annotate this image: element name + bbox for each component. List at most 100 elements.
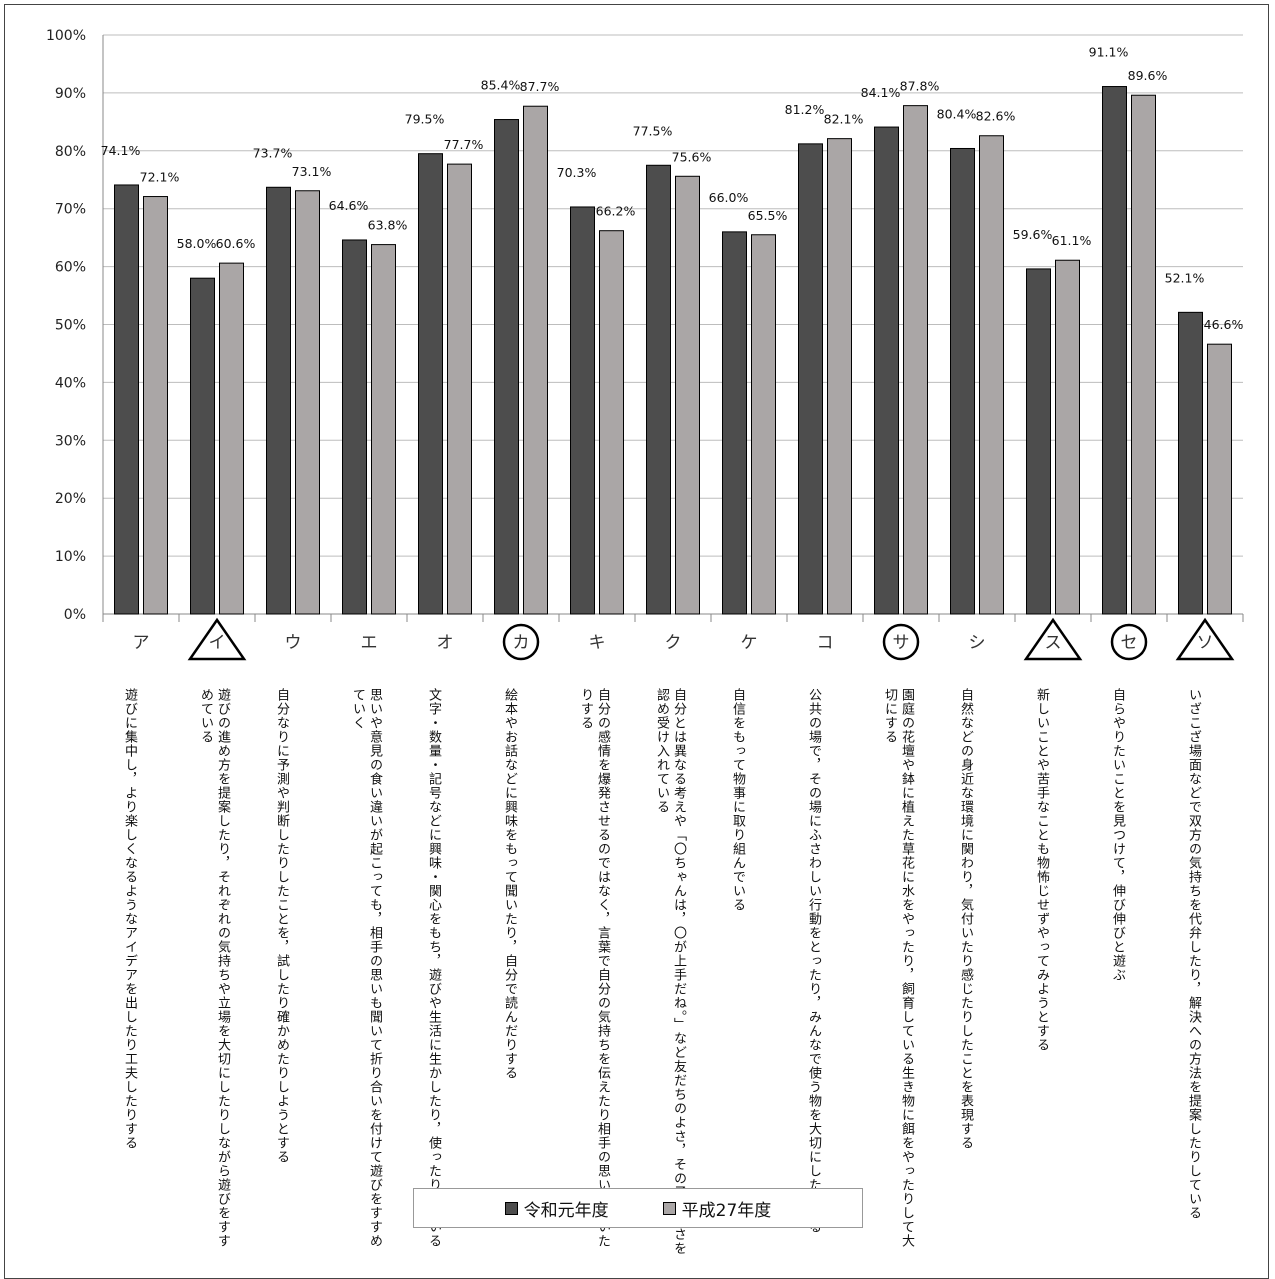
category-description-キ: 自分の感情を爆発させるのではなく，言葉で自分の気持ちを伝えたり相手の思いを聞いた…	[578, 688, 610, 1248]
bar-2-ケ	[751, 234, 776, 615]
data-label-2-ア: 72.1%	[140, 170, 180, 185]
category-description-シ: 自然などの身近な環境に関わり，気付いたり感じたりしたことを表現する	[958, 688, 973, 1150]
bar-1-カ	[494, 119, 519, 615]
bar-2-コ	[827, 138, 852, 615]
bar-1-エ	[342, 239, 367, 615]
data-label-1-ス: 59.6%	[1013, 227, 1053, 242]
data-label-1-キ: 70.3%	[557, 165, 597, 180]
y-tick-label: 20%	[55, 491, 86, 507]
bar-1-ス	[1026, 268, 1051, 615]
bar-2-ウ	[295, 190, 320, 615]
data-label-2-カ: 87.7%	[520, 79, 560, 94]
data-label-2-ク: 75.6%	[672, 149, 712, 164]
category-label-ア: ア	[133, 633, 150, 653]
y-tick-label: 90%	[55, 86, 86, 102]
category-label-オ: オ	[437, 633, 454, 653]
category-description-ソ: いざこざ場面などで双方の気持ちを代弁したり，解決への方法を提案したりしている	[1186, 688, 1201, 1220]
data-label-2-ウ: 73.1%	[292, 164, 332, 179]
y-tick-label: 60%	[55, 260, 86, 276]
data-label-2-イ: 60.6%	[216, 236, 256, 251]
y-tick-label: 100%	[46, 28, 86, 44]
data-label-2-セ: 89.6%	[1128, 68, 1168, 83]
bar-1-ク	[646, 164, 671, 615]
category-description-オ: 文字・数量・記号などに興味・関心をもち，遊びや生活に生かしたり，使ったりしている	[426, 688, 441, 1248]
category-description-イ: 遊びの進め方を提案したり，それぞれの気持ちや立場を大切にしたりしながら遊びをすす…	[198, 688, 230, 1248]
bar-2-シ	[979, 135, 1004, 615]
y-tick-label: 70%	[55, 202, 86, 218]
y-tick-label: 0%	[64, 607, 86, 623]
data-label-1-イ: 58.0%	[177, 236, 217, 251]
category-circle-mark	[1110, 623, 1148, 661]
data-label-1-ク: 77.5%	[633, 123, 673, 138]
y-tick-label: 80%	[55, 144, 86, 160]
data-label-1-カ: 85.4%	[481, 78, 521, 93]
category-label-イ: イ	[209, 633, 226, 653]
data-label-2-サ: 87.8%	[900, 79, 940, 94]
category-description-ス: 新しいことや苦手なことも物怖じせずやってみようとする	[1034, 688, 1049, 1052]
bar-2-キ	[599, 230, 624, 615]
legend-item-series-1: 令和元年度	[504, 1196, 609, 1221]
legend: 令和元年度 平成27年度	[413, 1188, 863, 1228]
data-label-1-オ: 79.5%	[405, 112, 445, 127]
data-label-2-キ: 66.2%	[596, 204, 636, 219]
category-triangle-mark	[187, 617, 247, 661]
bar-2-ク	[675, 175, 700, 615]
category-label-エ: エ	[361, 633, 378, 653]
bar-1-コ	[798, 143, 823, 615]
data-label-1-ソ: 52.1%	[1165, 270, 1205, 285]
bar-1-イ	[190, 277, 215, 615]
data-label-1-エ: 64.6%	[329, 198, 369, 213]
bar-1-セ	[1102, 86, 1127, 615]
bar-2-エ	[371, 244, 396, 615]
legend-swatch-series-1	[504, 1201, 518, 1215]
data-label-1-サ: 84.1%	[861, 85, 901, 100]
category-description-ア: 遊びに集中し，より楽しくなるようなアイデアを出したり工夫したりする	[122, 688, 137, 1150]
category-description-サ: 園庭の花壇や鉢に植えた草花に水をやったり，飼育している生き物に餌をやったりして大…	[882, 688, 914, 1248]
bar-1-ウ	[266, 186, 291, 615]
category-description-ウ: 自分なりに予測や判断したりしたことを，試したり確かめたりしようとする	[274, 688, 289, 1164]
x-axis: アイウエオカキクケコサシスセソ	[102, 614, 1244, 661]
category-label-ス: ス	[1045, 633, 1062, 653]
data-label-1-コ: 81.2%	[785, 102, 825, 117]
category-label-ソ: ソ	[1197, 633, 1214, 653]
y-tick-label: 10%	[55, 549, 86, 565]
data-label-1-セ: 91.1%	[1089, 45, 1129, 60]
bars	[114, 86, 1232, 615]
bar-2-ア	[143, 196, 168, 615]
category-triangle-mark	[1175, 617, 1235, 661]
category-label-セ: セ	[1121, 633, 1138, 653]
bar-1-ケ	[722, 231, 747, 615]
category-description-ケ: 自信をもって物事に取り組んでいる	[730, 688, 745, 912]
y-axis: 0% 10% 20% 30% 40% 50% 60% 70% 80% 90% 100%	[46, 28, 104, 623]
data-label-1-ケ: 66.0%	[709, 190, 749, 205]
bar-2-ソ	[1207, 343, 1232, 615]
bar-2-サ	[903, 105, 928, 615]
bar-2-オ	[447, 163, 472, 615]
category-circle-mark	[882, 623, 920, 661]
category-label-サ: サ	[893, 633, 910, 653]
y-tick-label: 40%	[55, 375, 86, 391]
category-label-ウ: ウ	[285, 633, 302, 653]
category-label-カ: カ	[513, 633, 530, 653]
data-label-2-ス: 61.1%	[1052, 233, 1092, 248]
category-description-セ: 自らやりたいことを見つけて，伸び伸びと遊ぶ	[1110, 688, 1125, 982]
gridlines	[103, 34, 1243, 615]
bar-1-サ	[874, 126, 899, 615]
data-label-2-オ: 77.7%	[444, 137, 484, 152]
bar-2-カ	[523, 105, 548, 615]
legend-swatch-series-2	[662, 1201, 676, 1215]
category-label-ケ: ケ	[741, 633, 758, 653]
legend-label-series-1: 令和元年度	[523, 1200, 609, 1221]
data-labels: 74.1% 72.1% 58.0% 60.6% 73.7% 73.1% 64.6% 63.8%…	[101, 45, 1244, 333]
category-label-キ: キ	[589, 633, 606, 653]
y-tick-label: 30%	[55, 433, 86, 449]
category-description-カ: 絵本やお話などに興味をもって聞いたり，自分で読んだりする	[502, 688, 517, 1080]
category-label-シ: シ	[969, 633, 986, 653]
bar-1-オ	[418, 153, 443, 615]
data-label-2-ソ: 46.6%	[1204, 317, 1244, 332]
category-label-ク: ク	[665, 633, 682, 653]
bar-1-ソ	[1178, 311, 1203, 615]
bar-1-キ	[570, 206, 595, 615]
data-label-1-ウ: 73.7%	[253, 145, 293, 160]
category-label-コ: コ	[817, 633, 834, 653]
